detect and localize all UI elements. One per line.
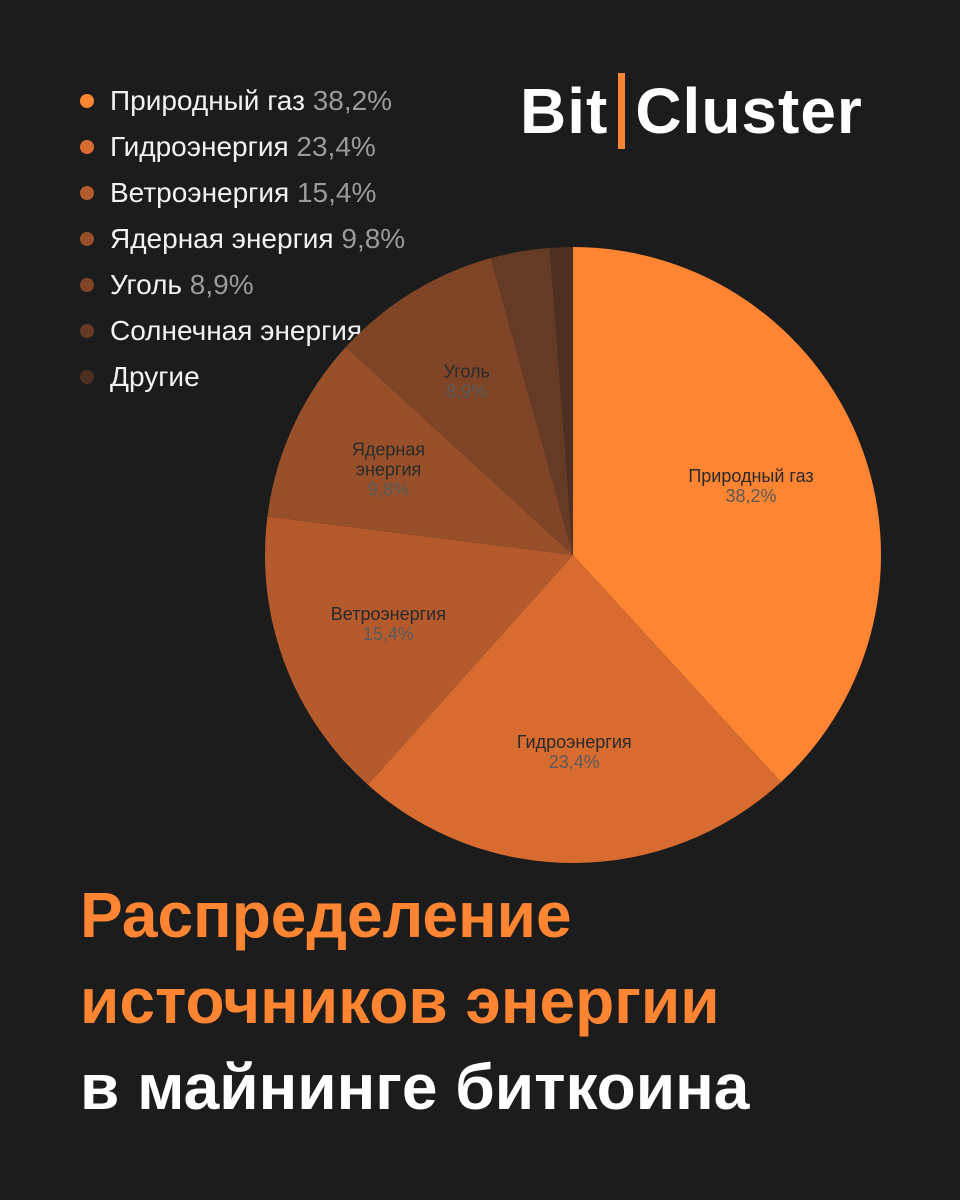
legend-label: Ветроэнергия	[110, 177, 290, 208]
legend-percent: 38,2%	[312, 85, 393, 116]
logo-text-bit: Bit	[520, 75, 609, 147]
pie-slice	[367, 555, 782, 863]
slice-label: Гидроэнергия	[517, 732, 632, 752]
legend-dot	[80, 232, 94, 246]
legend-item: Ветроэнергия 15,4%	[80, 176, 410, 210]
title-line-2: источников энергии	[80, 965, 720, 1037]
legend-dot	[80, 94, 94, 108]
legend-dot	[80, 324, 94, 338]
legend-dot	[80, 278, 94, 292]
slice-percent: 15,4%	[363, 624, 414, 644]
legend-label: Природный газ	[110, 85, 305, 116]
pie-slice	[345, 258, 573, 555]
legend-dot	[80, 370, 94, 384]
slice-label: Ветроэнергия	[331, 604, 446, 624]
logo-text-cluster: Cluster	[635, 75, 863, 147]
slice-percent: 9,8%	[368, 480, 409, 500]
pie-slice	[573, 247, 881, 783]
logo-divider	[618, 73, 626, 149]
slice-label: энергия	[356, 460, 422, 480]
title-line-1: Распределение	[80, 879, 572, 951]
slice-label: Ядерная	[352, 440, 425, 460]
bitcluster-logo: Bit Cluster	[520, 72, 863, 150]
legend-percent: 9,8%	[341, 223, 406, 254]
slice-percent: 8,9%	[446, 382, 487, 402]
legend-label: Солнечная энергия	[110, 315, 363, 346]
legend-percent: 8,9%	[189, 269, 254, 300]
slice-percent: 23,4%	[549, 752, 600, 772]
slice-label: Уголь	[444, 362, 490, 382]
legend-item: Солнечная энергия	[80, 314, 410, 348]
slice-label: Природный газ	[688, 466, 813, 486]
legend-dot	[80, 186, 94, 200]
legend-label: Гидроэнергия	[110, 131, 289, 162]
legend-percent: 15,4%	[296, 177, 377, 208]
legend-label: Уголь	[110, 269, 183, 300]
legend-item: Другие	[80, 360, 410, 394]
pie-slice	[549, 247, 573, 555]
legend-item: Уголь 8,9%	[80, 268, 410, 302]
pie-slice	[267, 346, 573, 555]
legend: Природный газ 38,2% Гидроэнергия 23,4% Вет…	[80, 84, 410, 406]
legend-percent: 23,4%	[296, 131, 376, 162]
pie-slice	[490, 247, 573, 555]
legend-label: Ядерная энергия	[110, 223, 334, 254]
title-line-3: в майнинге биткоина	[80, 1051, 750, 1123]
legend-item: Ядерная энергия 9,8%	[80, 222, 410, 256]
slice-percent: 38,2%	[725, 486, 776, 506]
legend-dot	[80, 140, 94, 154]
legend-item: Природный газ 38,2%	[80, 84, 410, 118]
pie-slice	[265, 516, 573, 785]
page-title: Распределение источников энергии в майни…	[80, 872, 749, 1130]
legend-label: Другие	[110, 361, 200, 392]
legend-item: Гидроэнергия 23,4%	[80, 130, 410, 164]
